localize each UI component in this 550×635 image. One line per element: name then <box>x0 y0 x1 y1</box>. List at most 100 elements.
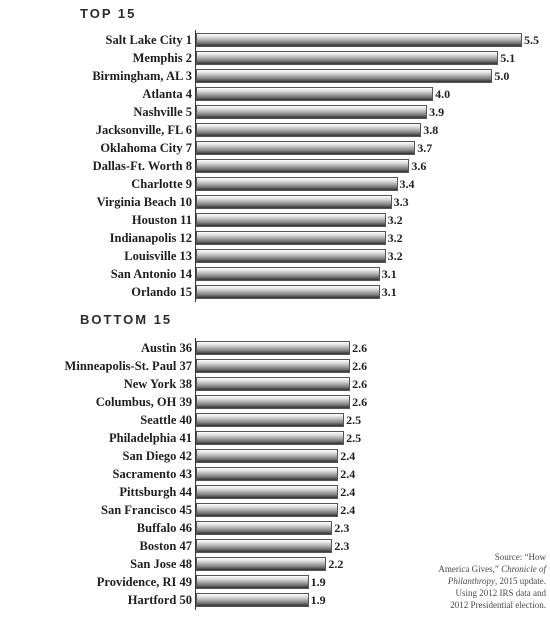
value-label: 3.1 <box>382 284 397 300</box>
bottom-title: BOTTOM 15 <box>80 312 172 327</box>
value-label: 3.8 <box>423 122 438 138</box>
value-label: 2.6 <box>352 376 367 392</box>
value-label: 2.3 <box>334 538 349 554</box>
city-label: Charlotte 9 <box>0 176 192 192</box>
value-bar <box>196 141 415 155</box>
bar-row: Indianapolis 12 3.2 <box>0 230 550 246</box>
value-label: 3.3 <box>394 194 409 210</box>
bar-row: San Francisco 45 2.4 <box>0 502 550 518</box>
value-label: 3.2 <box>388 212 403 228</box>
value-label: 2.6 <box>352 358 367 374</box>
city-label: Houston 11 <box>0 212 192 228</box>
value-bar <box>196 87 433 101</box>
city-label: Providence, RI 49 <box>0 574 192 590</box>
city-label: San Antonio 14 <box>0 266 192 282</box>
value-bar <box>196 377 350 391</box>
value-bar <box>196 51 498 65</box>
value-label: 3.9 <box>429 104 444 120</box>
value-label: 2.4 <box>340 448 355 464</box>
city-label: Hartford 50 <box>0 592 192 608</box>
city-label: San Francisco 45 <box>0 502 192 518</box>
bar-row: Dallas-Ft. Worth 83.6 <box>0 158 550 174</box>
value-bar <box>196 593 309 607</box>
bar-row: Seattle 402.5 <box>0 412 550 428</box>
city-label: San Jose 48 <box>0 556 192 572</box>
bar-row: Orlando 15 3.1 <box>0 284 550 300</box>
city-label: Louisville 13 <box>0 248 192 264</box>
bar-row: Pittsburgh 44 2.4 <box>0 484 550 500</box>
bar-row: Houston 11 3.2 <box>0 212 550 228</box>
bar-row: Louisville 13 3.2 <box>0 248 550 264</box>
city-label: Jacksonville, FL 6 <box>0 122 192 138</box>
city-label: Dallas-Ft. Worth 8 <box>0 158 192 174</box>
bar-row: Oklahoma City 7 3.7 <box>0 140 550 156</box>
value-label: 4.0 <box>435 86 450 102</box>
value-label: 2.5 <box>346 412 361 428</box>
value-label: 3.1 <box>382 266 397 282</box>
value-bar <box>196 449 338 463</box>
value-label: 2.3 <box>334 520 349 536</box>
bar-row: Columbus, OH 392.6 <box>0 394 550 410</box>
bar-row: Memphis 25.1 <box>0 50 550 66</box>
value-bar <box>196 341 350 355</box>
value-label: 5.5 <box>524 32 539 48</box>
top-title: TOP 15 <box>80 6 136 21</box>
value-label: 1.9 <box>311 574 326 590</box>
bar-row: Nashville 53.9 <box>0 104 550 120</box>
bar-row: Salt Lake City 1 5.5 <box>0 32 550 48</box>
bar-row: Buffalo 46 2.3 <box>0 520 550 536</box>
value-bar <box>196 159 409 173</box>
value-label: 5.0 <box>494 68 509 84</box>
city-label: Philadelphia 41 <box>0 430 192 446</box>
value-bar <box>196 395 350 409</box>
city-label: Pittsburgh 44 <box>0 484 192 500</box>
value-label: 2.2 <box>328 556 343 572</box>
value-bar <box>196 177 398 191</box>
value-bar <box>196 267 380 281</box>
giving-chart: TOP 15 Salt Lake City 1 5.5 Memphis 25.1 Bir… <box>0 0 550 635</box>
value-label: 2.5 <box>346 430 361 446</box>
city-label: Atlanta 4 <box>0 86 192 102</box>
value-label: 5.1 <box>500 50 515 66</box>
bar-row: Birmingham, AL 3 5.0 <box>0 68 550 84</box>
city-label: Salt Lake City 1 <box>0 32 192 48</box>
city-label: Buffalo 46 <box>0 520 192 536</box>
value-label: 2.4 <box>340 466 355 482</box>
value-bar <box>196 557 326 571</box>
value-label: 2.4 <box>340 484 355 500</box>
bar-row: San Diego 42 2.4 <box>0 448 550 464</box>
bar-row: Virginia Beach 10 3.3 <box>0 194 550 210</box>
city-label: Indianapolis 12 <box>0 230 192 246</box>
value-bar <box>196 575 309 589</box>
value-bar <box>196 69 492 83</box>
city-label: New York 38 <box>0 376 192 392</box>
city-label: San Diego 42 <box>0 448 192 464</box>
city-label: Sacramento 43 <box>0 466 192 482</box>
value-label: 1.9 <box>311 592 326 608</box>
value-label: 3.2 <box>388 248 403 264</box>
city-label: Boston 47 <box>0 538 192 554</box>
value-label: 3.2 <box>388 230 403 246</box>
value-label: 3.7 <box>417 140 432 156</box>
value-bar <box>196 195 392 209</box>
value-bar <box>196 285 380 299</box>
bar-row: Minneapolis-St. Paul 372.6 <box>0 358 550 374</box>
value-bar <box>196 249 386 263</box>
value-label: 2.6 <box>352 340 367 356</box>
city-label: Birmingham, AL 3 <box>0 68 192 84</box>
bar-row: Austin 36 2.6 <box>0 340 550 356</box>
value-bar <box>196 539 332 553</box>
value-bar <box>196 359 350 373</box>
value-bar <box>196 231 386 245</box>
bar-row: Atlanta 4 4.0 <box>0 86 550 102</box>
city-label: Orlando 15 <box>0 284 192 300</box>
city-label: Oklahoma City 7 <box>0 140 192 156</box>
bar-row: San Antonio 14 3.1 <box>0 266 550 282</box>
value-bar <box>196 123 421 137</box>
city-label: Austin 36 <box>0 340 192 356</box>
bar-row: Charlotte 9 3.4 <box>0 176 550 192</box>
value-label: 3.4 <box>400 176 415 192</box>
city-label: Virginia Beach 10 <box>0 194 192 210</box>
value-label: 2.4 <box>340 502 355 518</box>
value-bar <box>196 503 338 517</box>
